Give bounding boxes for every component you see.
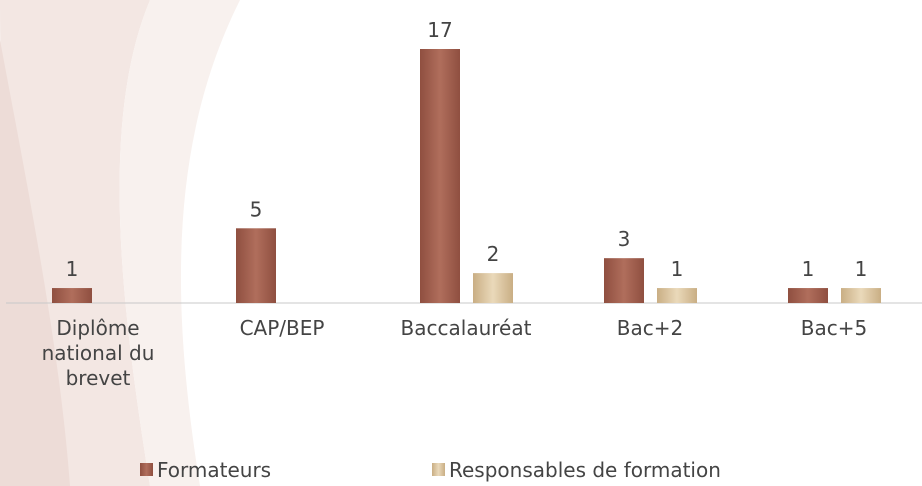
data-label: 1 [66, 257, 79, 281]
bar [52, 288, 92, 303]
x-tick-label: Diplôme national du brevet [41, 316, 155, 390]
bar [604, 258, 644, 303]
data-label: 1 [671, 257, 684, 281]
data-label: 1 [855, 257, 868, 281]
legend-label: Responsables de formation [449, 458, 721, 482]
bar [420, 49, 460, 303]
bar [788, 288, 828, 303]
data-label: 5 [250, 197, 263, 221]
legend-swatch [140, 463, 153, 476]
x-tick-label: Baccalauréat [400, 316, 532, 340]
bar [236, 228, 276, 303]
data-label: 1 [802, 257, 815, 281]
bar [657, 288, 697, 303]
bar [841, 288, 881, 303]
decor [119, 0, 240, 486]
x-tick-label: CAP/BEP [239, 316, 325, 340]
data-label: 3 [618, 227, 631, 251]
data-label: 2 [487, 242, 500, 266]
x-tick-label: Bac+2 [616, 316, 684, 340]
data-label: 17 [427, 18, 452, 42]
bar [473, 273, 513, 303]
legend-label: Formateurs [157, 458, 271, 482]
decor [0, 40, 70, 486]
legend-swatch [432, 463, 445, 476]
x-tick-label: Bac+5 [800, 316, 868, 340]
